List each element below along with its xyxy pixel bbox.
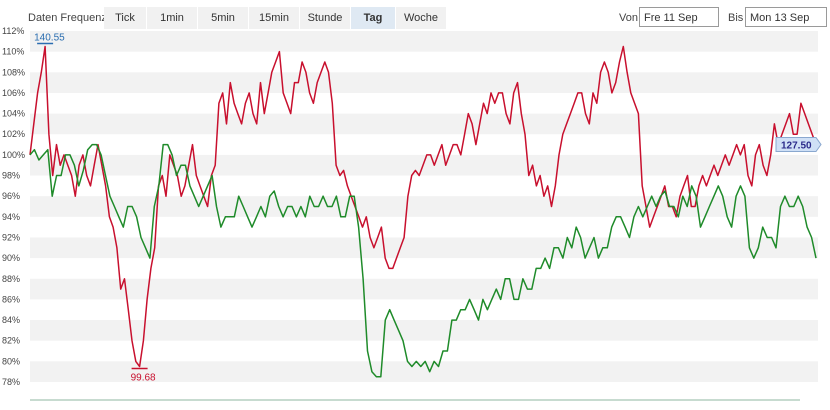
from-date-field[interactable]: Fre 11 Sep 2020 bbox=[639, 7, 719, 44]
y-tick-label: 82% bbox=[2, 336, 20, 346]
freq-button-tag[interactable]: Tag bbox=[351, 7, 396, 29]
last-value-label: 127.50 bbox=[781, 141, 812, 152]
y-tick-label: 102% bbox=[2, 129, 25, 139]
y-axis-ticks: 78% 80% 82% 84% 86% 88% 90% 92% 94% 96% 98% 100% 102… bbox=[2, 26, 25, 387]
from-label: Von bbox=[619, 12, 638, 24]
y-tick-label: 90% bbox=[2, 253, 20, 263]
freq-button-stunde[interactable]: Stunde bbox=[300, 7, 351, 29]
freq-button-tick[interactable]: Tick bbox=[104, 7, 147, 29]
green-series-line bbox=[29, 143, 817, 378]
freq-button-15min[interactable]: 15min bbox=[249, 7, 300, 29]
grid-band bbox=[30, 320, 818, 341]
grid-band bbox=[30, 72, 818, 93]
min-label: 99.68 bbox=[131, 373, 156, 384]
y-tick-label: 104% bbox=[2, 109, 25, 119]
red-series-line bbox=[29, 45, 817, 368]
freq-button-woche[interactable]: Woche bbox=[396, 7, 447, 29]
grid-band bbox=[30, 278, 818, 300]
y-tick-label: 88% bbox=[2, 274, 20, 284]
freq-button-1min[interactable]: 1min bbox=[147, 7, 198, 29]
chart-bands bbox=[30, 31, 818, 382]
y-tick-label: 84% bbox=[2, 315, 20, 325]
y-tick-label: 108% bbox=[2, 67, 25, 77]
y-tick-label: 80% bbox=[2, 356, 20, 366]
to-date-field[interactable]: Mon 13 Sep 2021 bbox=[745, 7, 827, 44]
toolbar: Daten Frequenz Tick 1min 5min 15min Stun… bbox=[0, 0, 830, 44]
y-tick-label: 112% bbox=[2, 26, 24, 36]
chart-markers: 140.55 99.68 127.50 bbox=[34, 32, 822, 384]
y-tick-label: 78% bbox=[2, 377, 20, 387]
grid-band bbox=[30, 237, 818, 259]
y-tick-label: 94% bbox=[2, 212, 20, 222]
y-tick-label: 100% bbox=[2, 150, 25, 160]
frequency-label: Daten Frequenz bbox=[28, 12, 107, 24]
grid-band bbox=[30, 154, 818, 176]
last-value-box bbox=[775, 137, 822, 153]
y-tick-label: 86% bbox=[2, 294, 20, 304]
grid-band bbox=[30, 361, 818, 382]
freq-button-5min[interactable]: 5min bbox=[198, 7, 249, 29]
grid-band bbox=[30, 31, 818, 52]
y-tick-label: 106% bbox=[2, 88, 25, 98]
grid-band bbox=[30, 113, 818, 135]
y-tick-label: 96% bbox=[2, 191, 20, 201]
max-label: 140.55 bbox=[34, 32, 65, 43]
frequency-button-group: Tick 1min 5min 15min Stunde Tag Woche bbox=[104, 7, 447, 29]
to-label: Bis bbox=[728, 12, 744, 24]
y-tick-label: 98% bbox=[2, 171, 20, 181]
y-tick-label: 92% bbox=[2, 232, 20, 242]
chart-series bbox=[29, 45, 817, 378]
grid-band bbox=[30, 196, 818, 217]
y-tick-label: 110% bbox=[2, 47, 24, 57]
